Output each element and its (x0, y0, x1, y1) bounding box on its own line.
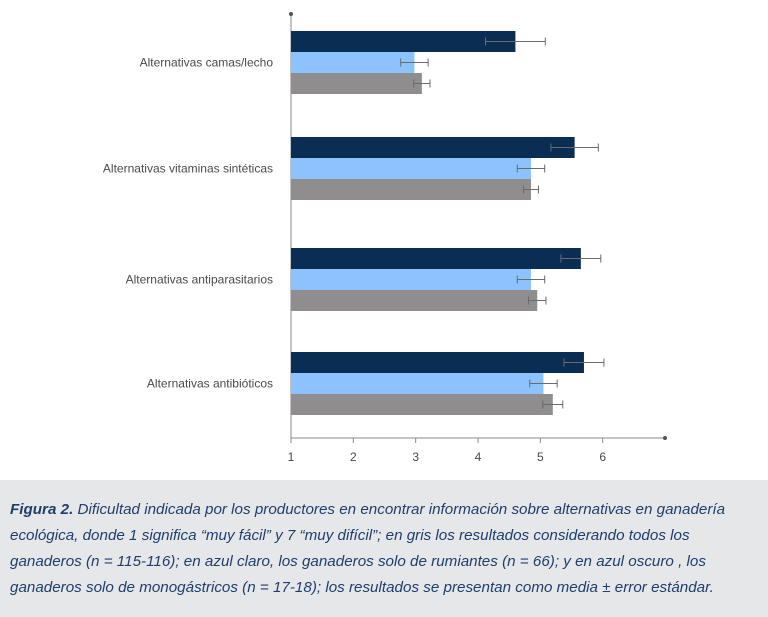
figure-caption: Figura 2. Dificultad indicada por los pr… (10, 497, 762, 601)
bar (291, 373, 544, 394)
chart-error-bars (400, 37, 605, 409)
x-tick-label: 2 (350, 450, 357, 464)
bar (291, 31, 516, 52)
x-tick-labels: 1 2 3 4 5 6 (288, 438, 606, 464)
bar (291, 290, 538, 311)
bar (291, 269, 531, 290)
x-tick-label: 4 (475, 450, 482, 464)
x-tick-label: 3 (412, 450, 419, 464)
bar (291, 352, 584, 373)
bar (291, 248, 581, 269)
chart-bars (291, 31, 584, 415)
bar (291, 179, 531, 200)
bar (291, 52, 415, 73)
bar (291, 158, 531, 179)
bar (291, 73, 422, 94)
x-tick-label: 6 (599, 450, 606, 464)
caption-text: Dificultad indicada por los productores … (10, 501, 726, 596)
category-label: Alternativas antiparasitarios (126, 273, 273, 287)
x-tick-label: 1 (288, 450, 295, 464)
category-labels: Alternativas camas/lecho Alternativas vit… (103, 56, 273, 391)
x-axis-end-dot (663, 436, 667, 440)
category-label: Alternativas vitaminas sintéticas (103, 162, 273, 176)
category-label: Alternativas camas/lecho (140, 56, 274, 70)
category-label: Alternativas antibióticos (147, 377, 273, 391)
bar (291, 394, 553, 415)
y-axis-end-dot (289, 12, 293, 16)
caption-label: Figura 2. (10, 501, 74, 518)
bar (291, 137, 575, 158)
x-tick-label: 5 (537, 450, 544, 464)
caption-background (0, 480, 768, 617)
bar-chart: Alternativas camas/lecho Alternativas vit… (103, 12, 667, 464)
